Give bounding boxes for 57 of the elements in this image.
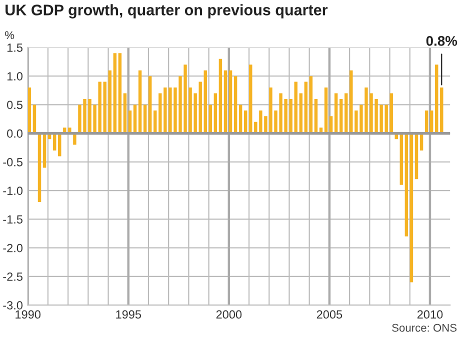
y-tick-label: -3.0 [3,301,23,310]
bar [148,76,152,134]
bar [218,58,222,134]
bar [410,133,414,282]
bar [334,93,338,134]
bar [309,76,313,134]
y-tick-label: -2.0 [3,244,23,252]
bar [133,104,137,134]
bar [228,70,232,134]
bar [344,93,348,134]
y-tick-label: -2.5 [3,272,22,281]
x-tick-label: 2010 [417,310,443,319]
bar [38,133,42,202]
bar [324,88,328,134]
bar [304,82,308,134]
bar [314,98,318,134]
y-tick-label: 1.5 [7,44,22,52]
bar [390,93,393,134]
y-tick-label: 0.5 [7,100,22,110]
bar [108,70,112,134]
bar [73,133,76,145]
y-tick-label: -1.0 [3,186,23,195]
chart-title: UK GDP growth, quarter on previous quarter [6,4,328,18]
bar [294,82,298,134]
bar [238,104,242,134]
bar [339,98,343,134]
y-axis-title: % [5,31,14,40]
x-tick-label: 2000 [216,310,242,319]
bar [138,70,142,134]
bar [204,70,207,134]
bar [214,93,218,134]
bar [234,76,238,134]
y-tick-label: 1.0 [7,72,23,80]
bar [32,104,36,134]
x-tick-label: 1995 [116,310,142,319]
y-tick-label: -1.5 [3,215,22,224]
bar [143,104,147,134]
bar [414,133,418,180]
bar [404,133,408,236]
source-note: Source: ONS [392,324,457,332]
bar [208,104,212,134]
bar [440,88,444,134]
bar [42,133,46,168]
x-tick-label: 1990 [16,310,41,319]
bar [118,53,122,134]
bar [400,133,404,185]
y-tick-label: 0.0 [7,129,23,138]
y-tick-label: -0.5 [3,158,22,166]
bar [123,93,127,134]
x-tick-label: 2005 [316,310,342,319]
bar [299,93,302,134]
bar [224,70,228,134]
annotation: 0.8% [426,36,458,46]
bar [249,64,252,134]
bar [113,53,117,134]
bar [435,64,438,134]
bar [28,88,32,134]
